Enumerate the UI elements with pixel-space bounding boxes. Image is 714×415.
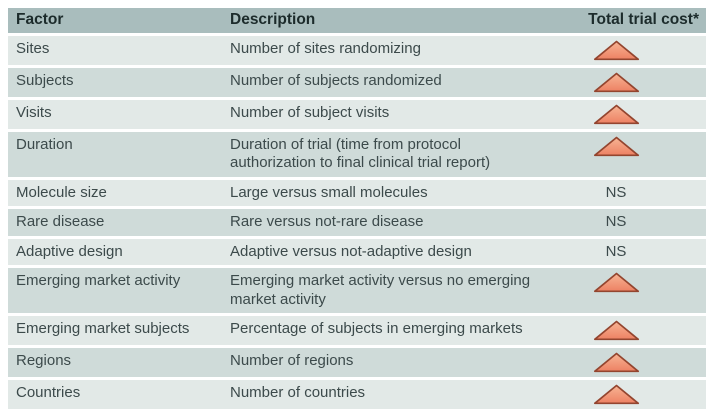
cost-cell [560, 268, 706, 313]
cost-increase-triangle-icon [593, 136, 639, 156]
cost-cell [560, 380, 706, 409]
table-row: Emerging market activity Emerging market… [8, 268, 706, 316]
factors-cost-table: Factor Description Total trial cost* Sit… [8, 8, 706, 412]
factor-cell: Adaptive design [16, 242, 123, 260]
not-significant-label: NS [605, 242, 627, 260]
factor-cell: Regions [16, 352, 72, 369]
description-cell: Percentage of subjects in emerging marke… [230, 320, 523, 337]
cost-increase-triangle-icon [593, 352, 639, 373]
not-significant-label: NS [605, 213, 627, 230]
factor-cell: Emerging market activity [16, 272, 181, 289]
column-header-total-trial-cost: Total trial cost* [588, 11, 699, 28]
cost-increase-triangle-icon [593, 272, 639, 293]
cost-cell [560, 132, 706, 177]
column-header-description: Description [230, 11, 316, 28]
description-cell: Duration of trial (time from protocol au… [230, 135, 491, 172]
cost-cell [560, 348, 706, 377]
cost-cell [560, 68, 706, 97]
table-row: Adaptive design Adaptive versus not-adap… [8, 238, 706, 268]
cost-cell [560, 100, 706, 129]
table-row: Molecule size Large versus small molecul… [8, 179, 706, 209]
table-row: Emerging market subjects Percentage of s… [8, 316, 706, 348]
factor-cell: Sites [16, 39, 50, 57]
cost-cell: NS [560, 209, 706, 236]
factor-cell: Countries [16, 384, 81, 401]
column-header-factor: Factor [16, 11, 64, 28]
table-header-row: Factor Description Total trial cost* [8, 8, 706, 36]
factor-cell: Emerging market subjects [16, 320, 190, 337]
description-cell: Rare versus not-rare disease [230, 213, 424, 230]
cost-cell: NS [560, 180, 706, 207]
cost-increase-triangle-icon [593, 384, 639, 405]
cost-increase-triangle-icon [593, 320, 639, 341]
description-cell: Large versus small molecules [230, 183, 428, 201]
cost-cell: NS [560, 239, 706, 266]
description-cell: Number of countries [230, 384, 366, 401]
description-cell: Emerging market activity versus no emerg… [230, 272, 531, 308]
factor-cell: Rare disease [16, 213, 105, 230]
table-row: Sites Number of sites randomizing [8, 35, 706, 68]
table-body: Sites Number of sites randomizing Subjec… [8, 35, 706, 412]
cost-cell [560, 36, 706, 65]
table-row: Duration Duration of trial (time from pr… [8, 131, 706, 180]
factor-cell: Duration [16, 135, 73, 153]
table-row: Regions Number of regions [8, 348, 706, 380]
factor-cell: Molecule size [16, 183, 107, 201]
cost-increase-triangle-icon [593, 104, 639, 124]
description-cell: Number of regions [230, 352, 354, 369]
table-row: Visits Number of subject visits [8, 99, 706, 132]
factor-cell: Visits [16, 103, 52, 121]
description-cell: Number of subjects randomized [230, 71, 442, 89]
not-significant-label: NS [605, 183, 627, 201]
description-cell: Number of subject visits [230, 103, 390, 121]
description-cell: Adaptive versus not-adaptive design [230, 242, 472, 260]
cost-cell [560, 316, 706, 345]
cost-increase-triangle-icon [593, 72, 639, 92]
cost-increase-triangle-icon [593, 40, 639, 60]
table-row: Countries Number of countries [8, 380, 706, 412]
factor-cell: Subjects [16, 71, 74, 89]
table-row: Subjects Number of subjects randomized [8, 67, 706, 100]
description-cell: Number of sites randomizing [230, 39, 421, 57]
table-row: Rare disease Rare versus not-rare diseas… [8, 209, 706, 239]
